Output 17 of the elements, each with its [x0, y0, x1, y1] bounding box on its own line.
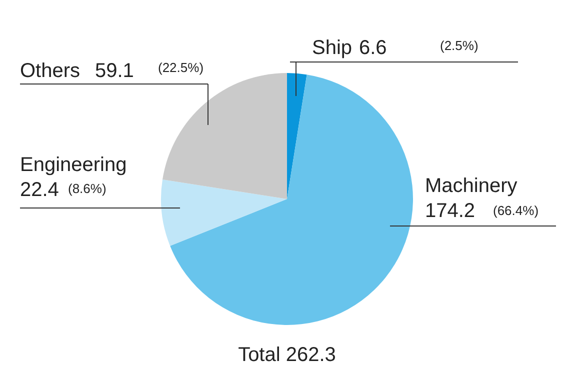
pie-slice: [162, 73, 287, 199]
slice-label: Engineering: [20, 154, 127, 176]
data-label: 174.2: [425, 200, 476, 222]
pie-slice: [161, 180, 287, 246]
text: (66.4%): [493, 203, 539, 218]
slice-label: Machinery: [425, 175, 518, 197]
pie-slice: [287, 73, 307, 199]
text: (2.5%): [440, 38, 478, 53]
text: (8.6%): [68, 181, 106, 196]
pie-slice: [170, 74, 413, 325]
slice-label: Others: [20, 60, 80, 82]
slice-label: Ship: [312, 37, 352, 59]
text: (22.5%): [158, 60, 204, 75]
data-label: 22.4: [20, 179, 59, 201]
text: Total 262.3: [238, 344, 336, 366]
data-label: 59.1: [95, 60, 134, 82]
data-label: 6.6: [359, 37, 387, 59]
